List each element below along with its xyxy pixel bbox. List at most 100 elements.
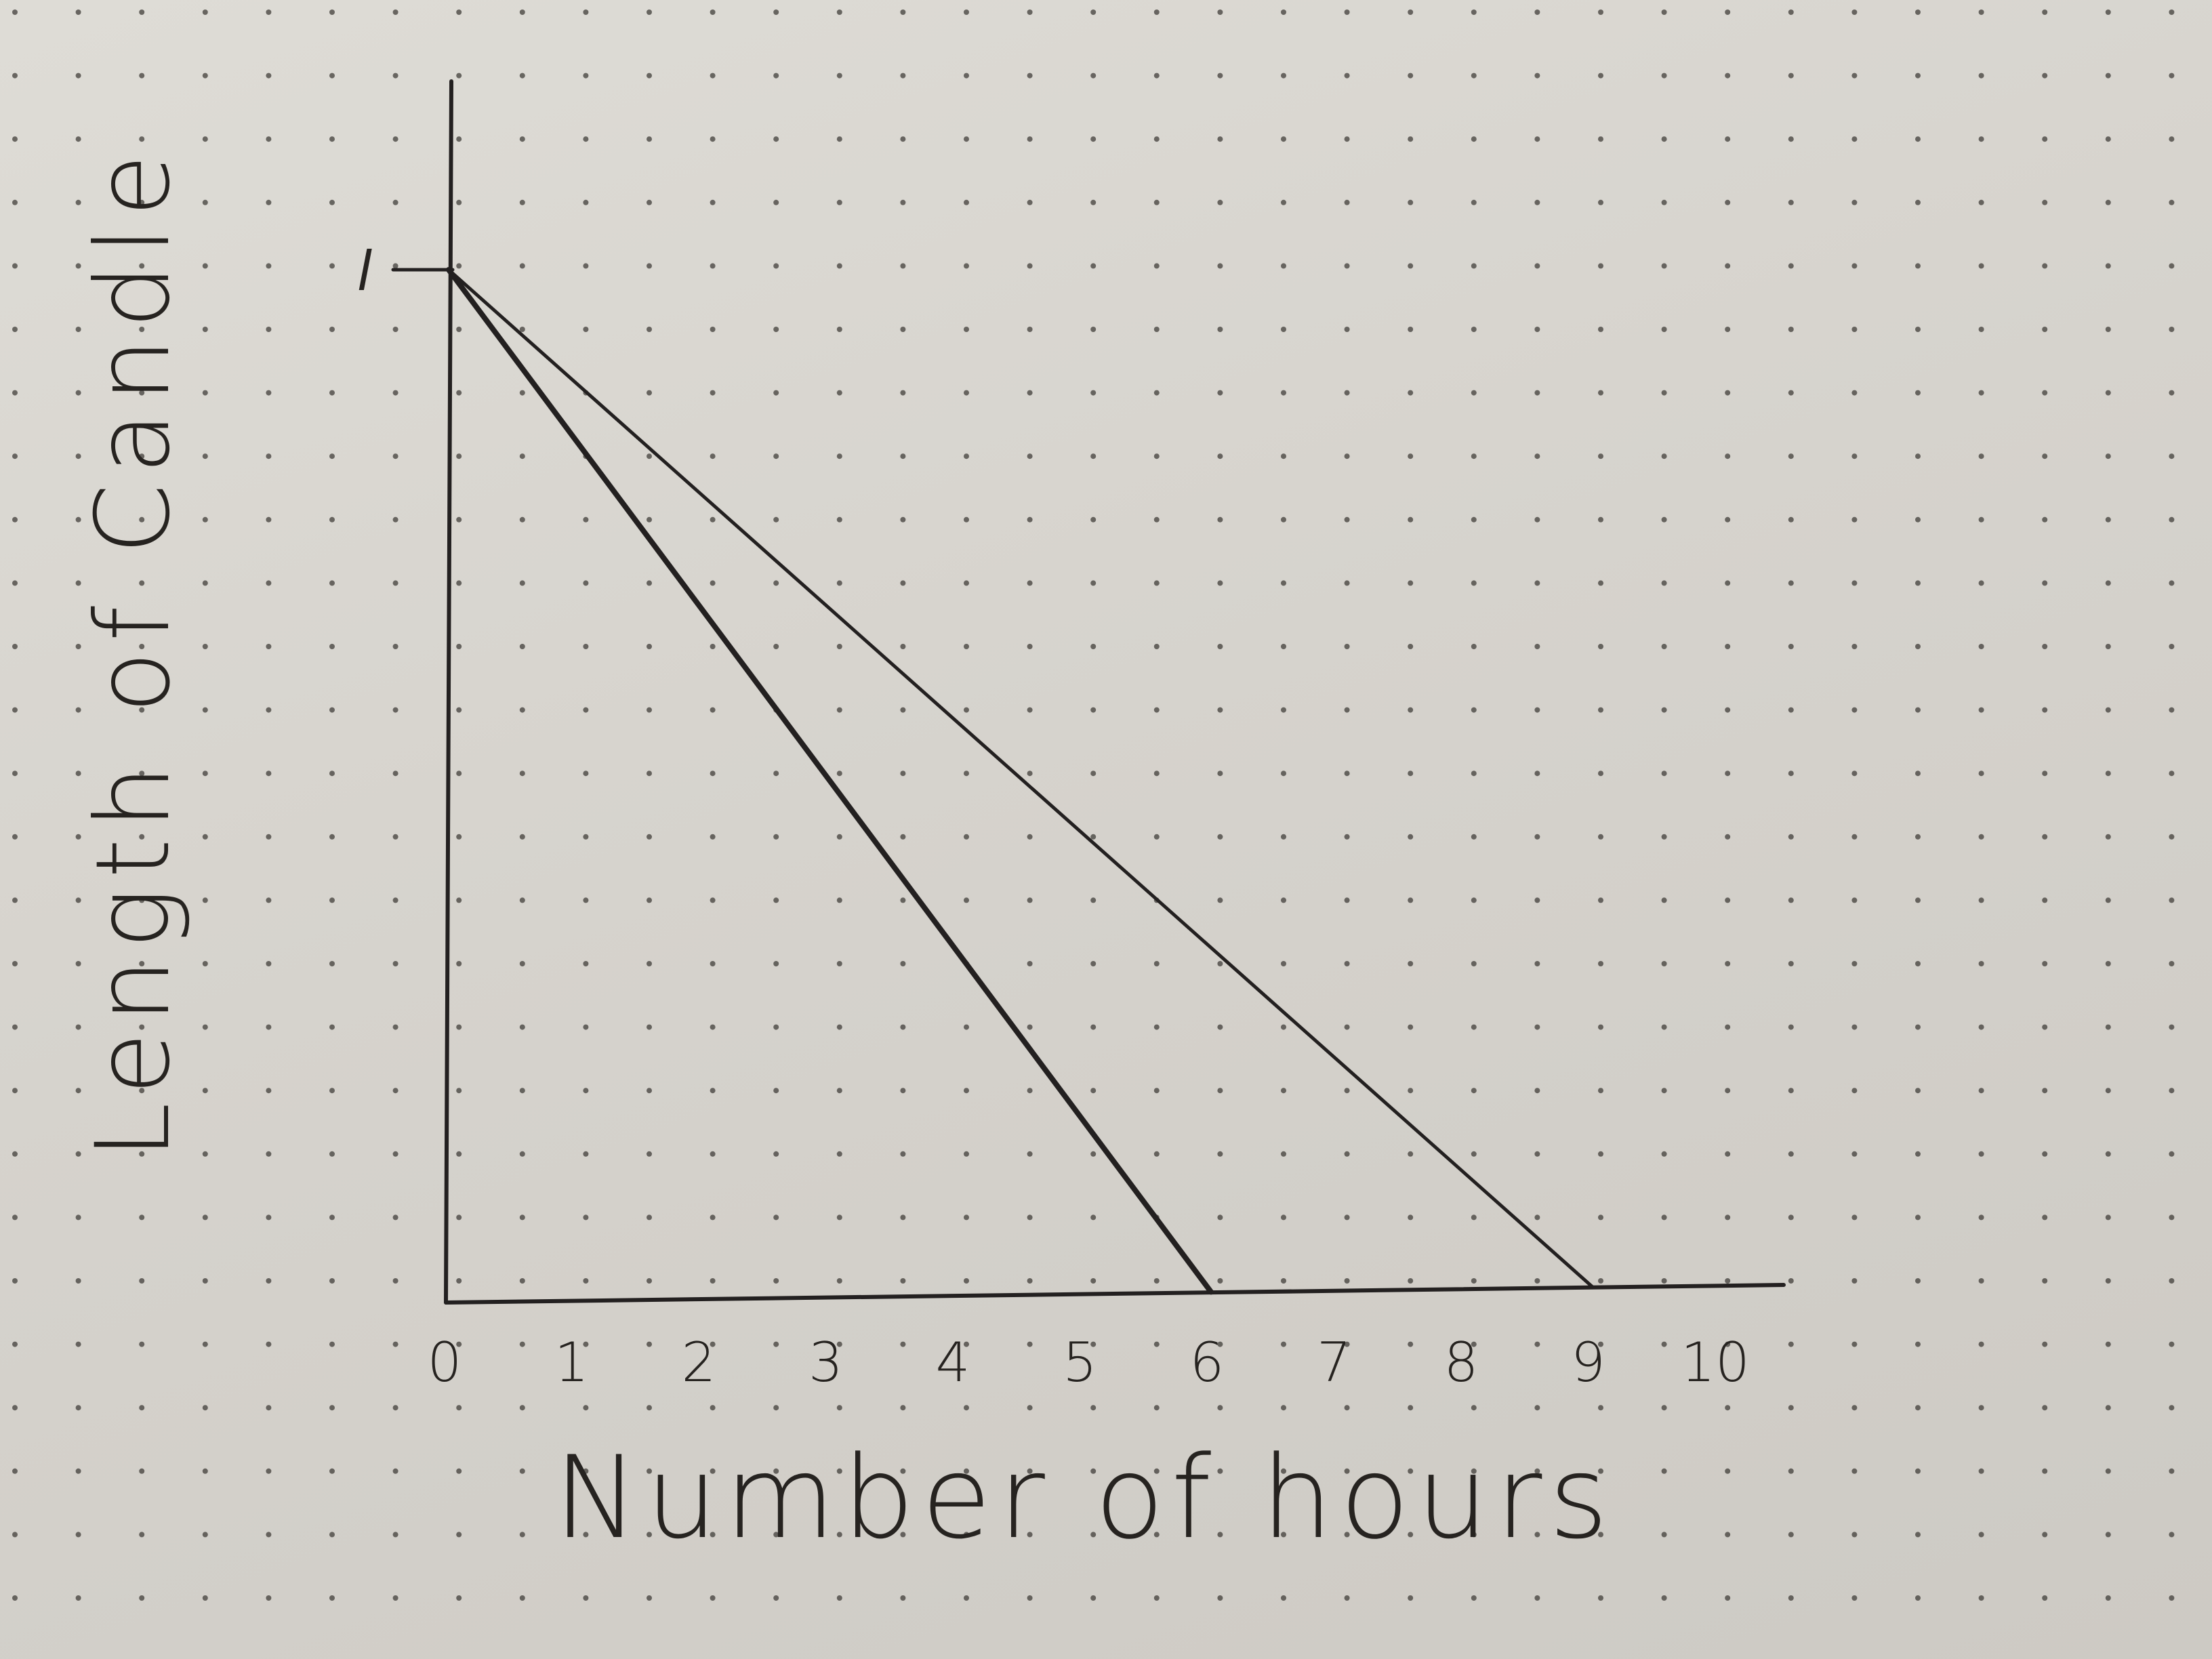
grid-dot xyxy=(2042,771,2048,777)
grid-dot xyxy=(1851,9,1858,15)
grid-dot xyxy=(1027,9,1033,15)
grid-dot xyxy=(900,707,906,713)
grid-dot xyxy=(12,771,18,777)
grid-dot xyxy=(1788,1278,1794,1284)
grid-dot xyxy=(2042,1151,2048,1157)
grid-dot xyxy=(2105,199,2111,205)
grid-dot xyxy=(392,1341,398,1347)
grid-dot xyxy=(1471,136,1477,142)
grid-dot xyxy=(75,834,81,840)
grid-dot xyxy=(2042,1405,2048,1411)
grid-dot xyxy=(329,1214,335,1221)
grid-dot xyxy=(1027,771,1033,777)
grid-dot xyxy=(964,644,969,649)
grid-dot xyxy=(1217,834,1223,840)
grid-dot xyxy=(1217,1278,1223,1284)
grid-dot xyxy=(266,1278,272,1284)
grid-dot xyxy=(2169,516,2175,523)
grid-dot xyxy=(1788,1088,1794,1094)
grid-dot xyxy=(202,9,208,15)
grid-dot xyxy=(266,1341,272,1347)
grid-dot xyxy=(392,9,398,15)
grid-dot xyxy=(392,961,398,966)
grid-dot xyxy=(392,771,398,777)
grid-dot xyxy=(1408,1405,1414,1411)
grid-dot xyxy=(75,1595,81,1601)
grid-dot xyxy=(900,1405,906,1411)
grid-dot xyxy=(583,263,589,269)
grid-dot xyxy=(1217,644,1223,649)
grid-dot xyxy=(392,1278,398,1284)
grid-dot xyxy=(1153,1088,1160,1094)
grid-dot xyxy=(1153,136,1160,142)
grid-dot xyxy=(2169,1214,2175,1221)
grid-dot xyxy=(1471,327,1477,332)
grid-dot xyxy=(2169,390,2175,396)
grid-dot xyxy=(202,263,208,269)
grid-dot xyxy=(392,644,398,649)
grid-dot xyxy=(1851,1405,1858,1411)
grid-dot xyxy=(1534,771,1540,777)
grid-dot xyxy=(12,834,18,840)
grid-dot xyxy=(75,580,81,586)
grid-dot xyxy=(1281,9,1286,15)
x-tick-label-5: 5 xyxy=(1063,1331,1097,1394)
grid-dot xyxy=(1153,516,1160,523)
grid-dot xyxy=(836,390,842,396)
grid-dot xyxy=(1090,516,1097,523)
grid-dot xyxy=(2105,1405,2111,1411)
grid-dot xyxy=(139,73,145,79)
grid-dot xyxy=(519,1278,525,1284)
grid-dot xyxy=(900,1341,906,1347)
grid-dot xyxy=(647,961,652,966)
grid-dot xyxy=(1978,9,1984,15)
grid-dot xyxy=(202,1341,208,1347)
grid-dot xyxy=(647,199,652,205)
grid-dot xyxy=(647,136,652,142)
grid-dot xyxy=(2042,9,2048,15)
grid-dot xyxy=(836,1024,842,1030)
x-tick-label-10: 10 xyxy=(1681,1331,1750,1394)
grid-dot xyxy=(519,263,525,269)
grid-dot xyxy=(2169,1405,2175,1411)
grid-dot xyxy=(1027,1405,1033,1411)
grid-dot xyxy=(1598,453,1603,459)
grid-dot xyxy=(519,1151,525,1157)
grid-dot xyxy=(1851,834,1858,840)
grid-dot xyxy=(1978,327,1984,332)
grid-dot xyxy=(1978,516,1984,523)
grid-dot xyxy=(456,1278,462,1284)
grid-dot xyxy=(266,580,272,586)
grid-dot xyxy=(964,1468,969,1474)
grid-dot xyxy=(12,644,18,649)
grid-dot xyxy=(1408,834,1414,840)
grid-dot xyxy=(12,1024,18,1030)
grid-dot xyxy=(1027,1088,1033,1094)
grid-dot xyxy=(202,136,208,142)
grid-dot xyxy=(2042,453,2048,459)
grid-dot xyxy=(1153,9,1160,15)
grid-dot xyxy=(392,1214,398,1221)
grid-dot xyxy=(139,1088,145,1094)
grid-dot xyxy=(392,263,398,269)
grid-dot xyxy=(1915,1532,1921,1538)
grid-dot xyxy=(773,897,779,903)
grid-dot xyxy=(1281,199,1286,205)
grid-dot xyxy=(1598,707,1603,713)
grid-dot xyxy=(1598,1151,1603,1157)
grid-dot xyxy=(1598,1278,1603,1284)
grid-dot xyxy=(1598,771,1603,777)
grid-dot xyxy=(1344,136,1350,142)
grid-dot xyxy=(2105,771,2111,777)
grid-dot xyxy=(900,1278,906,1284)
grid-dot xyxy=(1471,771,1477,777)
grid-dot xyxy=(266,327,272,332)
grid-dot xyxy=(329,9,335,15)
grid-dot xyxy=(1344,707,1350,713)
grid-dot xyxy=(710,1214,716,1221)
grid-dot xyxy=(2042,897,2048,903)
grid-dot xyxy=(964,1151,969,1157)
grid-dot xyxy=(1471,1405,1477,1411)
grid-dot xyxy=(1281,1214,1286,1221)
